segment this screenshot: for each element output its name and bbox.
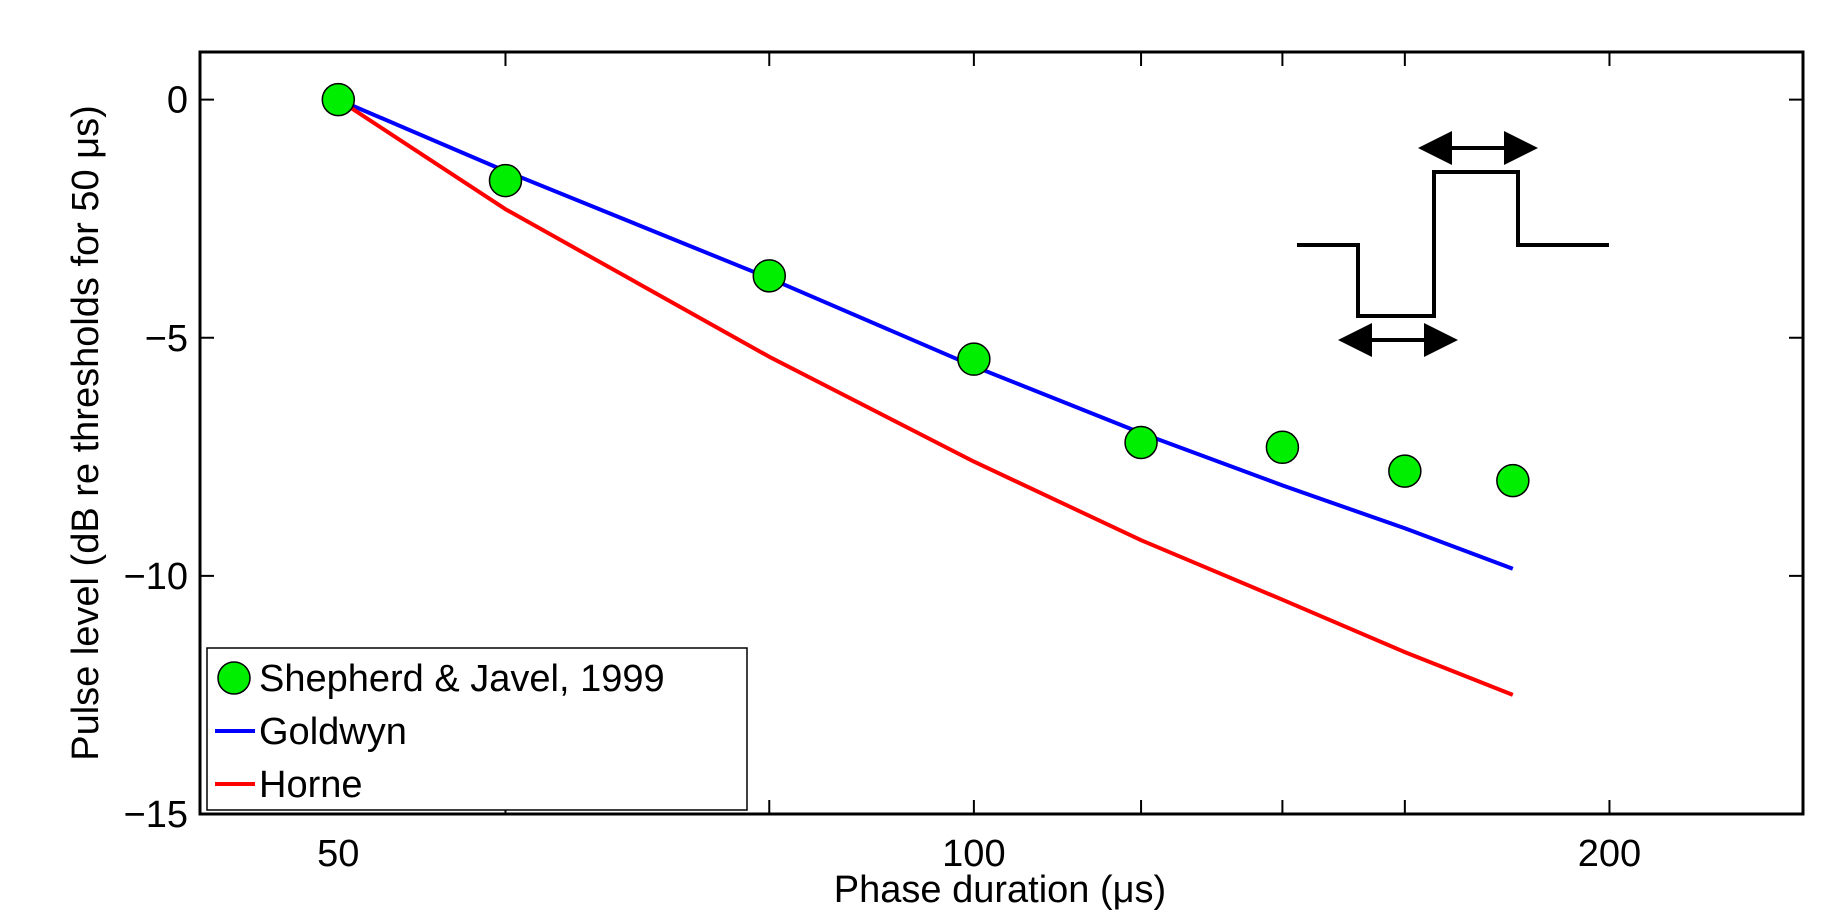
legend: Shepherd & Javel, 1999 Goldwyn Horne xyxy=(206,647,748,811)
scatter-point xyxy=(1388,454,1422,488)
scatter-point xyxy=(321,82,356,117)
scatter-point xyxy=(957,342,991,376)
phase-arrow-top-head-left xyxy=(1418,131,1452,165)
x-tick-label: 100 xyxy=(942,833,1005,875)
legend-marker xyxy=(217,661,251,695)
scatter-point xyxy=(488,163,523,198)
x-tick-label: 200 xyxy=(1578,833,1641,875)
y-tick-label: 0 xyxy=(167,80,188,122)
legend-label: Shepherd & Javel, 1999 xyxy=(259,658,665,700)
tick-labels: 50 100 200 0 −5 −10 −15 xyxy=(124,80,1642,875)
series-line-horne xyxy=(337,97,1514,697)
phase-arrow-top-head-right xyxy=(1504,131,1538,165)
scatter-point xyxy=(1124,425,1158,460)
x-axis-title: Phase duration (μs) xyxy=(834,869,1166,911)
legend-box xyxy=(206,647,748,811)
pulse-waveform-inset xyxy=(1297,131,1609,357)
pulse-waveform xyxy=(1297,170,1609,318)
series-layer xyxy=(321,82,1530,697)
scatter-point xyxy=(752,259,787,293)
x-tick-label: 50 xyxy=(317,833,359,875)
series-line-goldwyn xyxy=(337,97,1514,571)
y-tick-label: −15 xyxy=(124,794,188,836)
legend-label: Goldwyn xyxy=(259,711,407,753)
y-tick-label: −5 xyxy=(145,318,188,360)
phase-arrow-bottom-head-left xyxy=(1338,323,1372,357)
legend-label: Horne xyxy=(259,764,363,806)
y-tick-label: −10 xyxy=(124,556,188,598)
scatter-point xyxy=(1265,430,1300,465)
phase-arrow-bottom-head-right xyxy=(1424,323,1458,357)
scatter-point xyxy=(1496,463,1530,498)
plot-frame xyxy=(198,50,1805,816)
y-axis-title: Pulse level (dB re thresholds for 50 μs) xyxy=(65,105,107,761)
